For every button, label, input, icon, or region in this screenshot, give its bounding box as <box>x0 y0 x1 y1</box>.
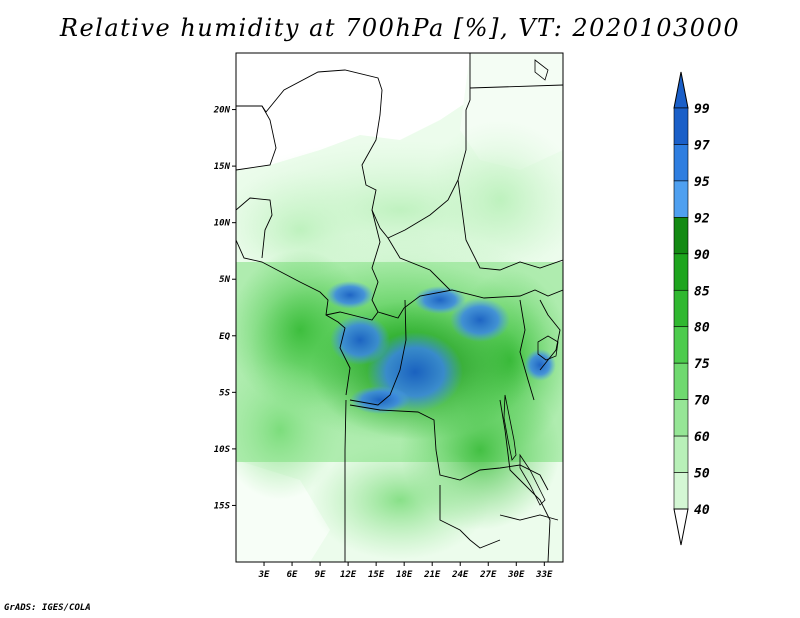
colorbar-level-label: 85 <box>694 284 710 299</box>
colorbar-swatch <box>673 144 689 182</box>
colorbar-level-label: 75 <box>694 357 710 372</box>
map-frame <box>235 52 564 563</box>
colorbar-swatch <box>673 435 689 473</box>
colorbar-level-label: 60 <box>694 430 710 445</box>
colorbar-level-label: 92 <box>694 211 710 226</box>
colorbar-level-label: 99 <box>694 102 710 117</box>
colorbar-swatch <box>673 326 689 364</box>
colorbar-level-label: 97 <box>694 138 710 153</box>
lat-tick-label: 5S <box>219 388 230 398</box>
lon-tick-label: 6E <box>287 570 298 580</box>
colorbar-level-label: 90 <box>694 248 710 263</box>
longitude-axis: 3E 6E 9E 12E 15E 18E 21E 24E 27E 30E 33E <box>258 562 553 580</box>
lon-tick-label: 3E <box>258 570 270 580</box>
colorbar-swatch <box>673 180 689 218</box>
colorbar-level-label: 70 <box>694 394 710 409</box>
lon-tick-label: 33E <box>535 570 553 580</box>
lat-tick-label: 10N <box>214 219 231 229</box>
lat-tick-label: 15N <box>214 162 231 172</box>
lon-tick-label: 30E <box>507 570 525 580</box>
colorbar-level-label: 40 <box>694 503 710 518</box>
colorbar-swatch <box>673 107 689 145</box>
lon-tick-label: 21E <box>423 570 441 580</box>
lon-tick-label: 24E <box>451 570 469 580</box>
lat-tick-label: 20N <box>213 106 231 116</box>
country-borders <box>236 53 563 562</box>
colorbar-swatch <box>673 362 689 400</box>
lat-tick-label: 5N <box>219 275 230 285</box>
chart-title: Relative humidity at 700hPa [%], VT: 202… <box>59 14 741 42</box>
colorbar-level-label: 80 <box>694 321 710 336</box>
lon-tick-label: 18E <box>396 570 413 580</box>
colorbar-swatch <box>673 253 689 291</box>
colorbar-level-label: 95 <box>694 175 710 190</box>
colorbar: 99 97 95 92 90 85 80 75 70 60 50 40 <box>673 71 710 546</box>
lon-tick-label: 9E <box>315 570 326 580</box>
colorbar-swatch <box>673 399 689 437</box>
colorbar-swatch <box>673 217 689 255</box>
lon-tick-label: 15E <box>368 570 385 580</box>
latitude-axis: 20N 15N 10N 5N EQ 5S 10S 15S <box>213 106 236 511</box>
colorbar-bottom-arrow <box>673 508 689 546</box>
lake-outlines <box>503 59 559 506</box>
lat-tick-label: 10S <box>214 445 231 455</box>
lat-tick-label: EQ <box>219 332 230 342</box>
humidity-field <box>236 53 563 562</box>
lon-tick-label: 12E <box>340 570 357 580</box>
colorbar-level-label: 50 <box>694 467 710 482</box>
lat-tick-label: 15S <box>214 501 231 511</box>
colorbar-swatch <box>673 472 689 510</box>
colorbar-swatch <box>673 289 689 328</box>
lon-tick-label: 27E <box>479 570 497 580</box>
footer-credit: GrADS: IGES/COLA <box>4 603 91 613</box>
colorbar-top-arrow <box>673 71 689 109</box>
